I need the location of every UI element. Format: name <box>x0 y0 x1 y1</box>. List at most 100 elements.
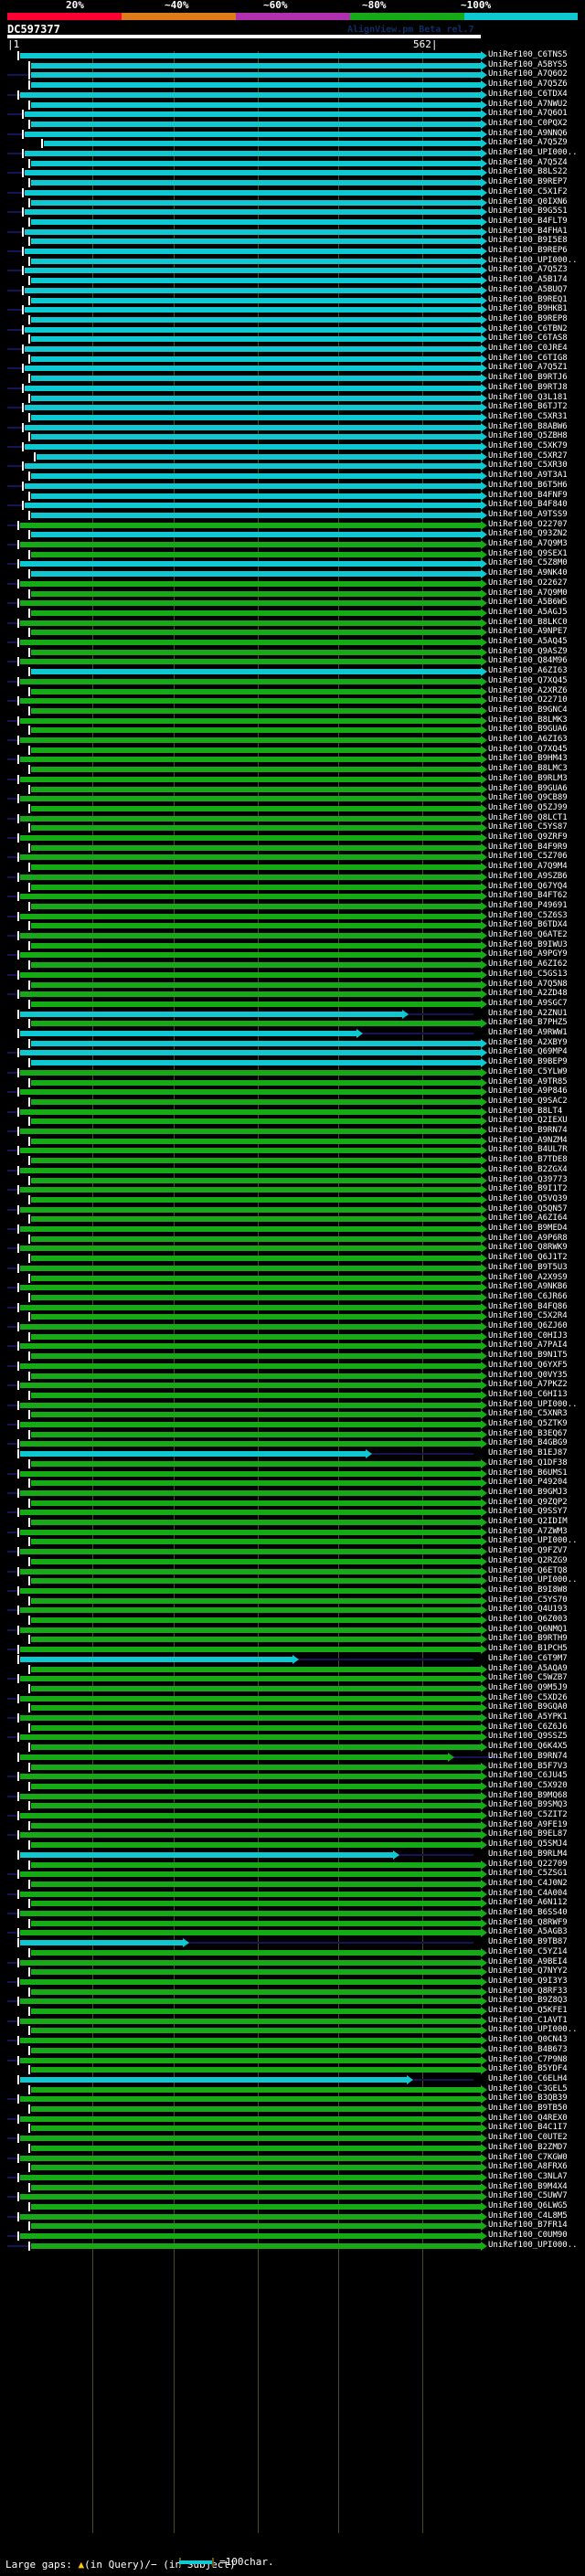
hsp-bar[interactable] <box>31 239 481 245</box>
hsp-bar[interactable] <box>20 1422 481 1427</box>
hsp-bar[interactable] <box>20 1940 183 1946</box>
hit-accession-label[interactable]: UniRef100_Q9SSY7 <box>488 1507 568 1517</box>
hit-accession-label[interactable]: UniRef100_B9I5E8 <box>488 236 568 246</box>
hsp-bar[interactable] <box>31 2223 481 2230</box>
hsp-bar[interactable] <box>20 1470 481 1477</box>
hsp-bar[interactable] <box>20 1304 481 1310</box>
alignment-row[interactable]: UniRef100_C5Z8M0 <box>0 558 585 569</box>
hsp-bar[interactable] <box>20 913 481 919</box>
alignment-row[interactable]: UniRef100_C5Z6S3 <box>0 911 585 921</box>
hsp-bar[interactable] <box>20 796 481 802</box>
alignment-row[interactable]: UniRef100_A9SGC7 <box>0 998 585 1009</box>
hsp-bar[interactable] <box>31 297 481 303</box>
alignment-row[interactable]: UniRef100_B8LMK3 <box>0 716 585 726</box>
hit-accession-label[interactable]: UniRef100_Q6ZJ60 <box>488 1321 568 1330</box>
hsp-bar[interactable] <box>20 1451 366 1458</box>
hsp-bar[interactable] <box>31 82 481 89</box>
hit-accession-label[interactable]: UniRef100_C5XD26 <box>488 1692 568 1702</box>
hsp-bar[interactable] <box>25 326 481 333</box>
hit-accession-label[interactable]: UniRef100_B9TB50 <box>488 2104 568 2113</box>
alignment-row[interactable]: UniRef100_C5XR31 <box>0 412 585 422</box>
hit-accession-label[interactable]: UniRef100_A7Q9M4 <box>488 862 568 872</box>
hsp-bar[interactable] <box>20 1206 481 1213</box>
hsp-bar[interactable] <box>20 933 481 938</box>
hit-accession-label[interactable]: UniRef100_Q9M5J9 <box>488 1682 568 1692</box>
alignment-row[interactable]: UniRef100_A6ZI63 <box>0 735 585 745</box>
hit-accession-label[interactable]: UniRef100_B9BEP9 <box>488 1057 568 1067</box>
hsp-bar[interactable] <box>31 1558 481 1564</box>
hit-accession-label[interactable]: UniRef100_B6TJT2 <box>488 402 568 412</box>
hsp-bar[interactable] <box>20 1774 481 1780</box>
alignment-row[interactable]: UniRef100_O22710 <box>0 695 585 706</box>
hsp-bar[interactable] <box>31 1617 481 1623</box>
hsp-bar[interactable] <box>31 1431 481 1437</box>
hit-accession-label[interactable]: UniRef100_C5XNR3 <box>488 1409 568 1419</box>
hsp-bar[interactable] <box>31 1597 481 1604</box>
hit-accession-label[interactable]: UniRef100_A9P6R8 <box>488 1233 568 1243</box>
hsp-bar[interactable] <box>31 258 481 264</box>
hit-accession-label[interactable]: UniRef100_C5ZSG1 <box>488 1869 568 1879</box>
hit-accession-label[interactable]: UniRef100_A5YPK1 <box>488 1712 568 1722</box>
alignment-row[interactable]: UniRef100_C5XR27 <box>0 451 585 461</box>
alignment-row[interactable]: UniRef100_C5X920 <box>0 1781 585 1791</box>
hsp-bar[interactable] <box>31 1460 481 1467</box>
hit-accession-label[interactable]: UniRef100_Q9ZRF9 <box>488 832 568 842</box>
hsp-bar[interactable] <box>31 160 481 166</box>
hsp-bar[interactable] <box>20 1148 481 1154</box>
hit-accession-label[interactable]: UniRef100_UPI000.. <box>488 1575 578 1585</box>
hit-accession-label[interactable]: UniRef100_B7FR14 <box>488 2221 568 2231</box>
hsp-bar[interactable] <box>31 923 481 929</box>
alignment-row[interactable]: UniRef100_B4GBG9 <box>0 1438 585 1449</box>
alignment-row[interactable]: UniRef100_Q6YXF5 <box>0 1361 585 1371</box>
hsp-bar[interactable] <box>20 1529 481 1535</box>
alignment-row[interactable]: UniRef100_Q5VQ39 <box>0 1194 585 1204</box>
alignment-row[interactable]: UniRef100_A5B174 <box>0 275 585 286</box>
alignment-row[interactable]: UniRef100_B9REP7 <box>0 177 585 188</box>
hsp-bar[interactable] <box>31 1079 481 1086</box>
alignment-row[interactable]: UniRef100_C4L8M5 <box>0 2211 585 2221</box>
hsp-bar[interactable] <box>20 522 481 528</box>
hit-accession-label[interactable]: UniRef100_Q6K4X5 <box>488 1742 568 1752</box>
hsp-bar[interactable] <box>20 1676 481 1682</box>
hit-accession-label[interactable]: UniRef100_C5Z706 <box>488 852 568 862</box>
hit-accession-label[interactable]: UniRef100_A9SGC7 <box>488 998 568 1008</box>
hit-accession-label[interactable]: UniRef100_A7PAI4 <box>488 1341 568 1351</box>
hsp-bar[interactable] <box>25 111 481 118</box>
alignment-row[interactable]: UniRef100_A9NZM4 <box>0 1136 585 1146</box>
alignment-row[interactable]: UniRef100_A5BUQ7 <box>0 285 585 295</box>
alignment-row[interactable]: UniRef100_Q4REX0 <box>0 2114 585 2124</box>
hsp-bar[interactable] <box>31 62 481 69</box>
alignment-row[interactable]: UniRef100_C5XNR3 <box>0 1409 585 1420</box>
hsp-bar[interactable] <box>31 2125 481 2132</box>
hit-accession-label[interactable]: UniRef100_Q5SMJ4 <box>488 1839 568 1850</box>
alignment-row[interactable]: UniRef100_C6TNS5 <box>0 50 585 60</box>
hit-accession-label[interactable]: UniRef100_O22707 <box>488 519 568 529</box>
hit-accession-label[interactable]: UniRef100_C5YZ14 <box>488 1946 568 1956</box>
hsp-bar[interactable] <box>31 1314 481 1320</box>
hsp-bar[interactable] <box>25 503 481 509</box>
alignment-row[interactable]: UniRef100_A2ZD48 <box>0 989 585 1000</box>
hit-accession-label[interactable]: UniRef100_C6Z6J6 <box>488 1722 568 1732</box>
hsp-bar[interactable] <box>20 1871 481 1878</box>
hit-accession-label[interactable]: UniRef100_A5B174 <box>488 275 568 285</box>
hit-accession-label[interactable]: UniRef100_A7Q5Z4 <box>488 157 568 167</box>
hsp-bar[interactable] <box>31 336 481 343</box>
hit-accession-label[interactable]: UniRef100_B4FT62 <box>488 891 568 901</box>
alignment-row[interactable]: UniRef100_Q2IEXU <box>0 1116 585 1127</box>
hsp-bar[interactable] <box>25 209 481 216</box>
alignment-row[interactable]: UniRef100_A5AQA9 <box>0 1664 585 1674</box>
hit-accession-label[interactable]: UniRef100_A5BYS5 <box>488 59 568 69</box>
hsp-bar[interactable] <box>20 1978 481 1985</box>
hsp-bar[interactable] <box>31 2028 481 2034</box>
hsp-bar[interactable] <box>31 1333 481 1340</box>
alignment-row[interactable]: UniRef100_B8LKC0 <box>0 618 585 628</box>
alignment-row[interactable]: UniRef100_UPI000.. <box>0 1536 585 1547</box>
alignment-row[interactable]: UniRef100_B9GQA0 <box>0 1702 585 1713</box>
hsp-bar[interactable] <box>31 1158 481 1164</box>
alignment-row[interactable]: UniRef100_B9IWU3 <box>0 940 585 950</box>
hsp-bar[interactable] <box>20 1754 448 1760</box>
hit-accession-label[interactable]: UniRef100_C6JU45 <box>488 1771 568 1781</box>
hit-accession-label[interactable]: UniRef100_B8LS22 <box>488 167 568 177</box>
hsp-bar[interactable] <box>31 1500 481 1506</box>
alignment-row[interactable]: UniRef100_C5X2R4 <box>0 1311 585 1322</box>
